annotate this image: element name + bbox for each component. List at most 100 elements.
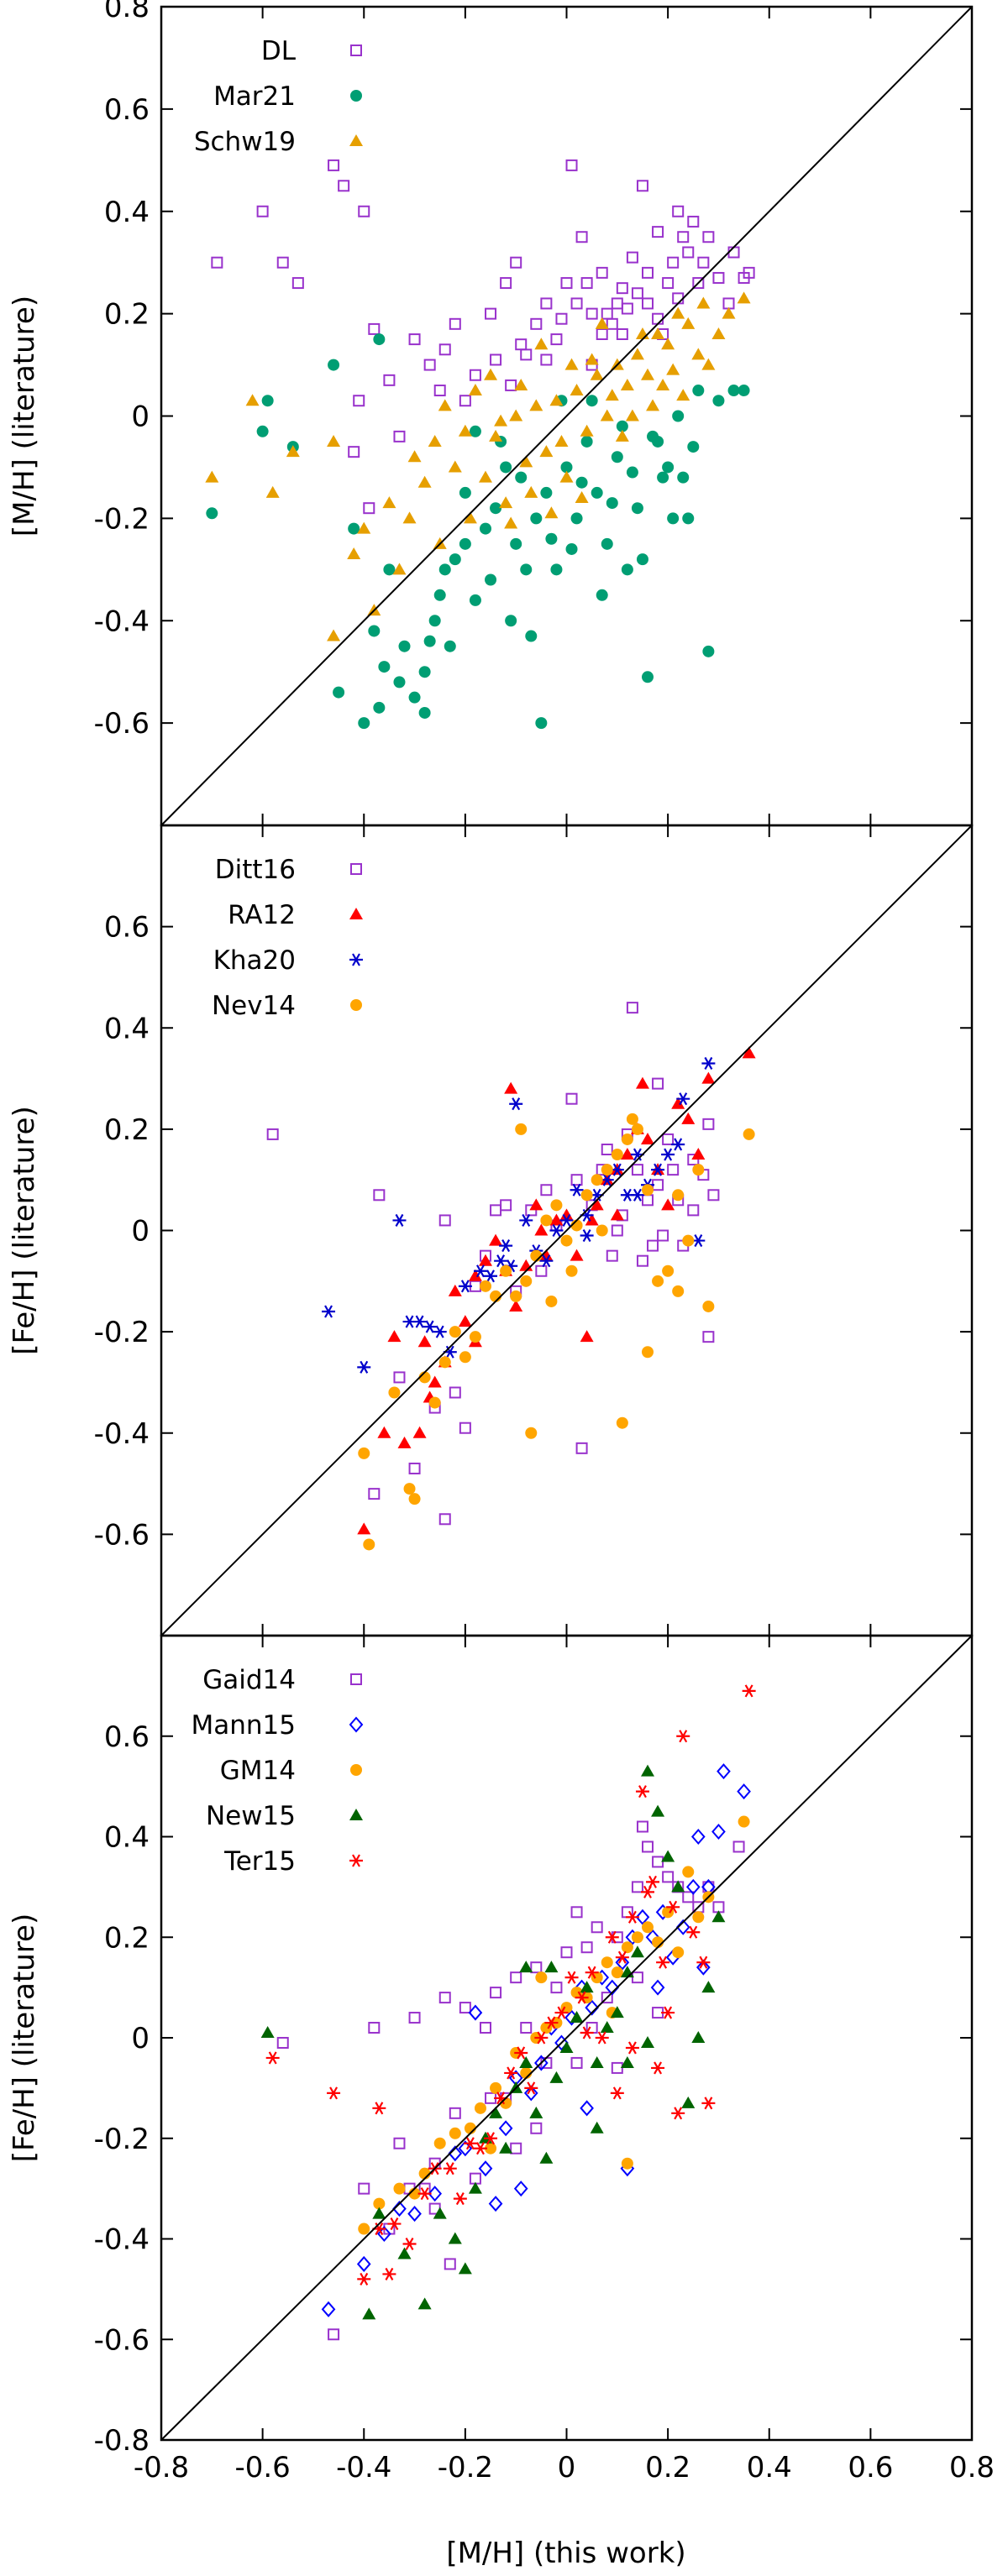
data-point (459, 1422, 471, 1434)
data-point (510, 1290, 522, 1302)
data-point (630, 348, 644, 360)
data-point (591, 1174, 603, 1186)
data-point (605, 389, 619, 401)
data-point (550, 1982, 563, 1994)
data-point (711, 1910, 726, 1923)
data-point (737, 291, 751, 304)
data-point (321, 2301, 336, 2317)
data-point (539, 445, 554, 458)
data-point (652, 312, 664, 325)
data-point (712, 395, 725, 407)
y-tick-label: -0.2 (94, 2123, 150, 2156)
data-point (616, 282, 628, 295)
legend-label: New15 (206, 1801, 296, 1831)
data-point (554, 2006, 569, 2019)
data-point (570, 1249, 584, 1261)
data-point (575, 491, 589, 503)
series-gaid14 (276, 1820, 745, 2341)
data-point (544, 1961, 559, 1973)
data-point (520, 348, 533, 361)
y-tick-label: 0 (131, 1215, 150, 1249)
data-point (682, 1866, 695, 1878)
data-point (631, 1881, 643, 1893)
data-point (545, 532, 558, 545)
legend-marker (349, 908, 363, 919)
data-point (591, 486, 603, 499)
data-point (585, 1213, 599, 1226)
data-point (605, 1930, 619, 1944)
data-point (621, 1133, 633, 1145)
data-point (485, 2142, 497, 2155)
data-point (505, 379, 517, 391)
data-point (585, 1999, 599, 2016)
y-tick-label: 0 (131, 2022, 150, 2055)
data-point (358, 717, 370, 730)
data-point (428, 615, 441, 627)
data-point (687, 215, 700, 228)
data-point (620, 1148, 634, 1160)
data-point (459, 1351, 471, 1364)
data-point (514, 378, 528, 390)
data-point (530, 512, 543, 525)
data-point (641, 2035, 654, 2048)
data-point (711, 327, 726, 339)
data-point (661, 2006, 675, 2019)
data-point (656, 378, 670, 390)
panel-top: 0.8 0.6 0.4 0.2 0 -0.2 -0.4 -0.6 [M/H] (literatu… (8, 0, 974, 827)
data-point (529, 2106, 543, 2118)
series-gm14 (358, 1815, 750, 2235)
data-point (662, 461, 675, 474)
data-point (666, 1900, 680, 1914)
data-point (621, 2157, 633, 2170)
data-point (356, 2255, 371, 2272)
series-dl (211, 159, 755, 515)
data-point (570, 1174, 583, 1186)
data-point (449, 1326, 461, 1338)
data-point (449, 553, 461, 566)
data-point (328, 359, 340, 371)
data-point (438, 563, 451, 576)
data-point (642, 671, 654, 683)
data-point (590, 368, 604, 380)
data-point (722, 306, 736, 319)
data-point (388, 1386, 401, 1399)
data-point (651, 2061, 665, 2075)
data-point (616, 420, 628, 432)
data-point (651, 327, 665, 339)
data-point (642, 297, 654, 310)
data-point (615, 1954, 630, 1971)
data-point (449, 2127, 461, 2139)
data-point (650, 1979, 665, 1996)
data-point (490, 502, 502, 515)
data-point (534, 2031, 549, 2045)
x-tick-label: 0 (558, 2451, 576, 2484)
data-point (672, 410, 685, 422)
data-point (530, 2122, 543, 2134)
data-point (606, 497, 618, 510)
data-point (631, 1123, 643, 1135)
data-point (575, 1442, 588, 1454)
data-point (696, 296, 711, 309)
data-point (727, 385, 740, 397)
data-point (626, 251, 638, 264)
data-point (570, 2011, 584, 2024)
data-point (621, 1941, 633, 1954)
data-point (585, 353, 599, 365)
data-point (580, 2026, 594, 2039)
data-point (559, 2040, 574, 2053)
data-point (559, 1208, 574, 1221)
x-tick-label: -0.4 (336, 2451, 391, 2484)
data-point (606, 317, 618, 330)
data-point (265, 2051, 280, 2065)
one-to-one-line (160, 6, 973, 826)
data-point (368, 2022, 381, 2034)
data-point (458, 424, 472, 437)
data-point (256, 205, 269, 217)
data-point (504, 516, 518, 529)
data-point (468, 384, 482, 396)
legend-label: Kha20 (213, 945, 296, 976)
data-point (407, 2206, 422, 2223)
y-tick-label: 0.6 (104, 1720, 150, 1754)
data-point (667, 512, 680, 525)
